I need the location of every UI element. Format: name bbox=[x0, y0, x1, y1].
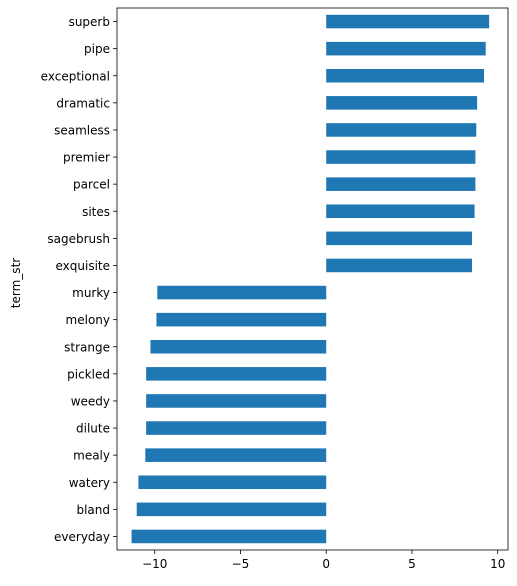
y-tick-label-exquisite: exquisite bbox=[55, 259, 110, 273]
plot-frame bbox=[116, 7, 509, 551]
bar-watery bbox=[138, 475, 327, 490]
bar-everyday bbox=[131, 529, 327, 544]
bar-melony bbox=[156, 312, 327, 327]
bar-mealy bbox=[145, 448, 327, 462]
bar-murky bbox=[157, 285, 327, 300]
y-tick-label-superb: superb bbox=[69, 15, 110, 29]
y-tick-label-mealy: mealy bbox=[73, 449, 110, 463]
x-tick-label-4: 10 bbox=[490, 557, 505, 571]
y-tick-label-exceptional: exceptional bbox=[41, 69, 110, 83]
bar-exceptional bbox=[326, 68, 484, 83]
y-tick-label-pickled: pickled bbox=[67, 367, 110, 381]
x-tick-label-2: 0 bbox=[322, 557, 330, 571]
bar-sites bbox=[326, 204, 475, 219]
y-tick-label-pipe: pipe bbox=[84, 42, 110, 56]
bar-weedy bbox=[146, 394, 327, 408]
y-tick-label-parcel: parcel bbox=[73, 178, 110, 192]
y-tick-label-bland: bland bbox=[76, 503, 110, 517]
bar-sagebrush bbox=[326, 231, 472, 246]
y-tick-label-watery: watery bbox=[69, 476, 110, 490]
y-tick-label-weedy: weedy bbox=[71, 394, 110, 408]
bar-parcel bbox=[326, 177, 476, 191]
y-tick-label-melony: melony bbox=[66, 313, 110, 327]
y-tick-label-premier: premier bbox=[63, 151, 110, 165]
bar-pipe bbox=[326, 41, 486, 56]
y-tick-label-strange: strange bbox=[64, 340, 110, 354]
bar-bland bbox=[136, 502, 327, 517]
y-tick-label-everyday: everyday bbox=[54, 530, 110, 544]
bar-premier bbox=[326, 150, 476, 164]
bar-strange bbox=[150, 339, 327, 354]
bar-exquisite bbox=[326, 258, 472, 273]
bars-layer bbox=[131, 14, 490, 544]
bar-pickled bbox=[146, 367, 327, 381]
y-tick-label-sagebrush: sagebrush bbox=[47, 232, 110, 246]
y-tick-label-dilute: dilute bbox=[76, 422, 110, 436]
x-tick-label-1: −5 bbox=[232, 557, 250, 571]
y-tick-label-murky: murky bbox=[72, 286, 110, 300]
bar-seamless bbox=[326, 123, 477, 137]
x-tick-label-3: 5 bbox=[408, 557, 416, 571]
y-tick-label-sites: sites bbox=[82, 205, 110, 219]
y-tick-label-seamless: seamless bbox=[54, 123, 110, 137]
bar-superb bbox=[326, 14, 490, 29]
y-tick-label-dramatic: dramatic bbox=[56, 96, 110, 110]
bar-dramatic bbox=[326, 96, 478, 110]
axes-layer: superb pipe exceptional dramatic seamless pre… bbox=[41, 7, 509, 571]
y-axis-label: term_str bbox=[9, 258, 23, 308]
x-tick-label-0: −10 bbox=[142, 557, 167, 571]
bar-dilute bbox=[146, 421, 327, 435]
